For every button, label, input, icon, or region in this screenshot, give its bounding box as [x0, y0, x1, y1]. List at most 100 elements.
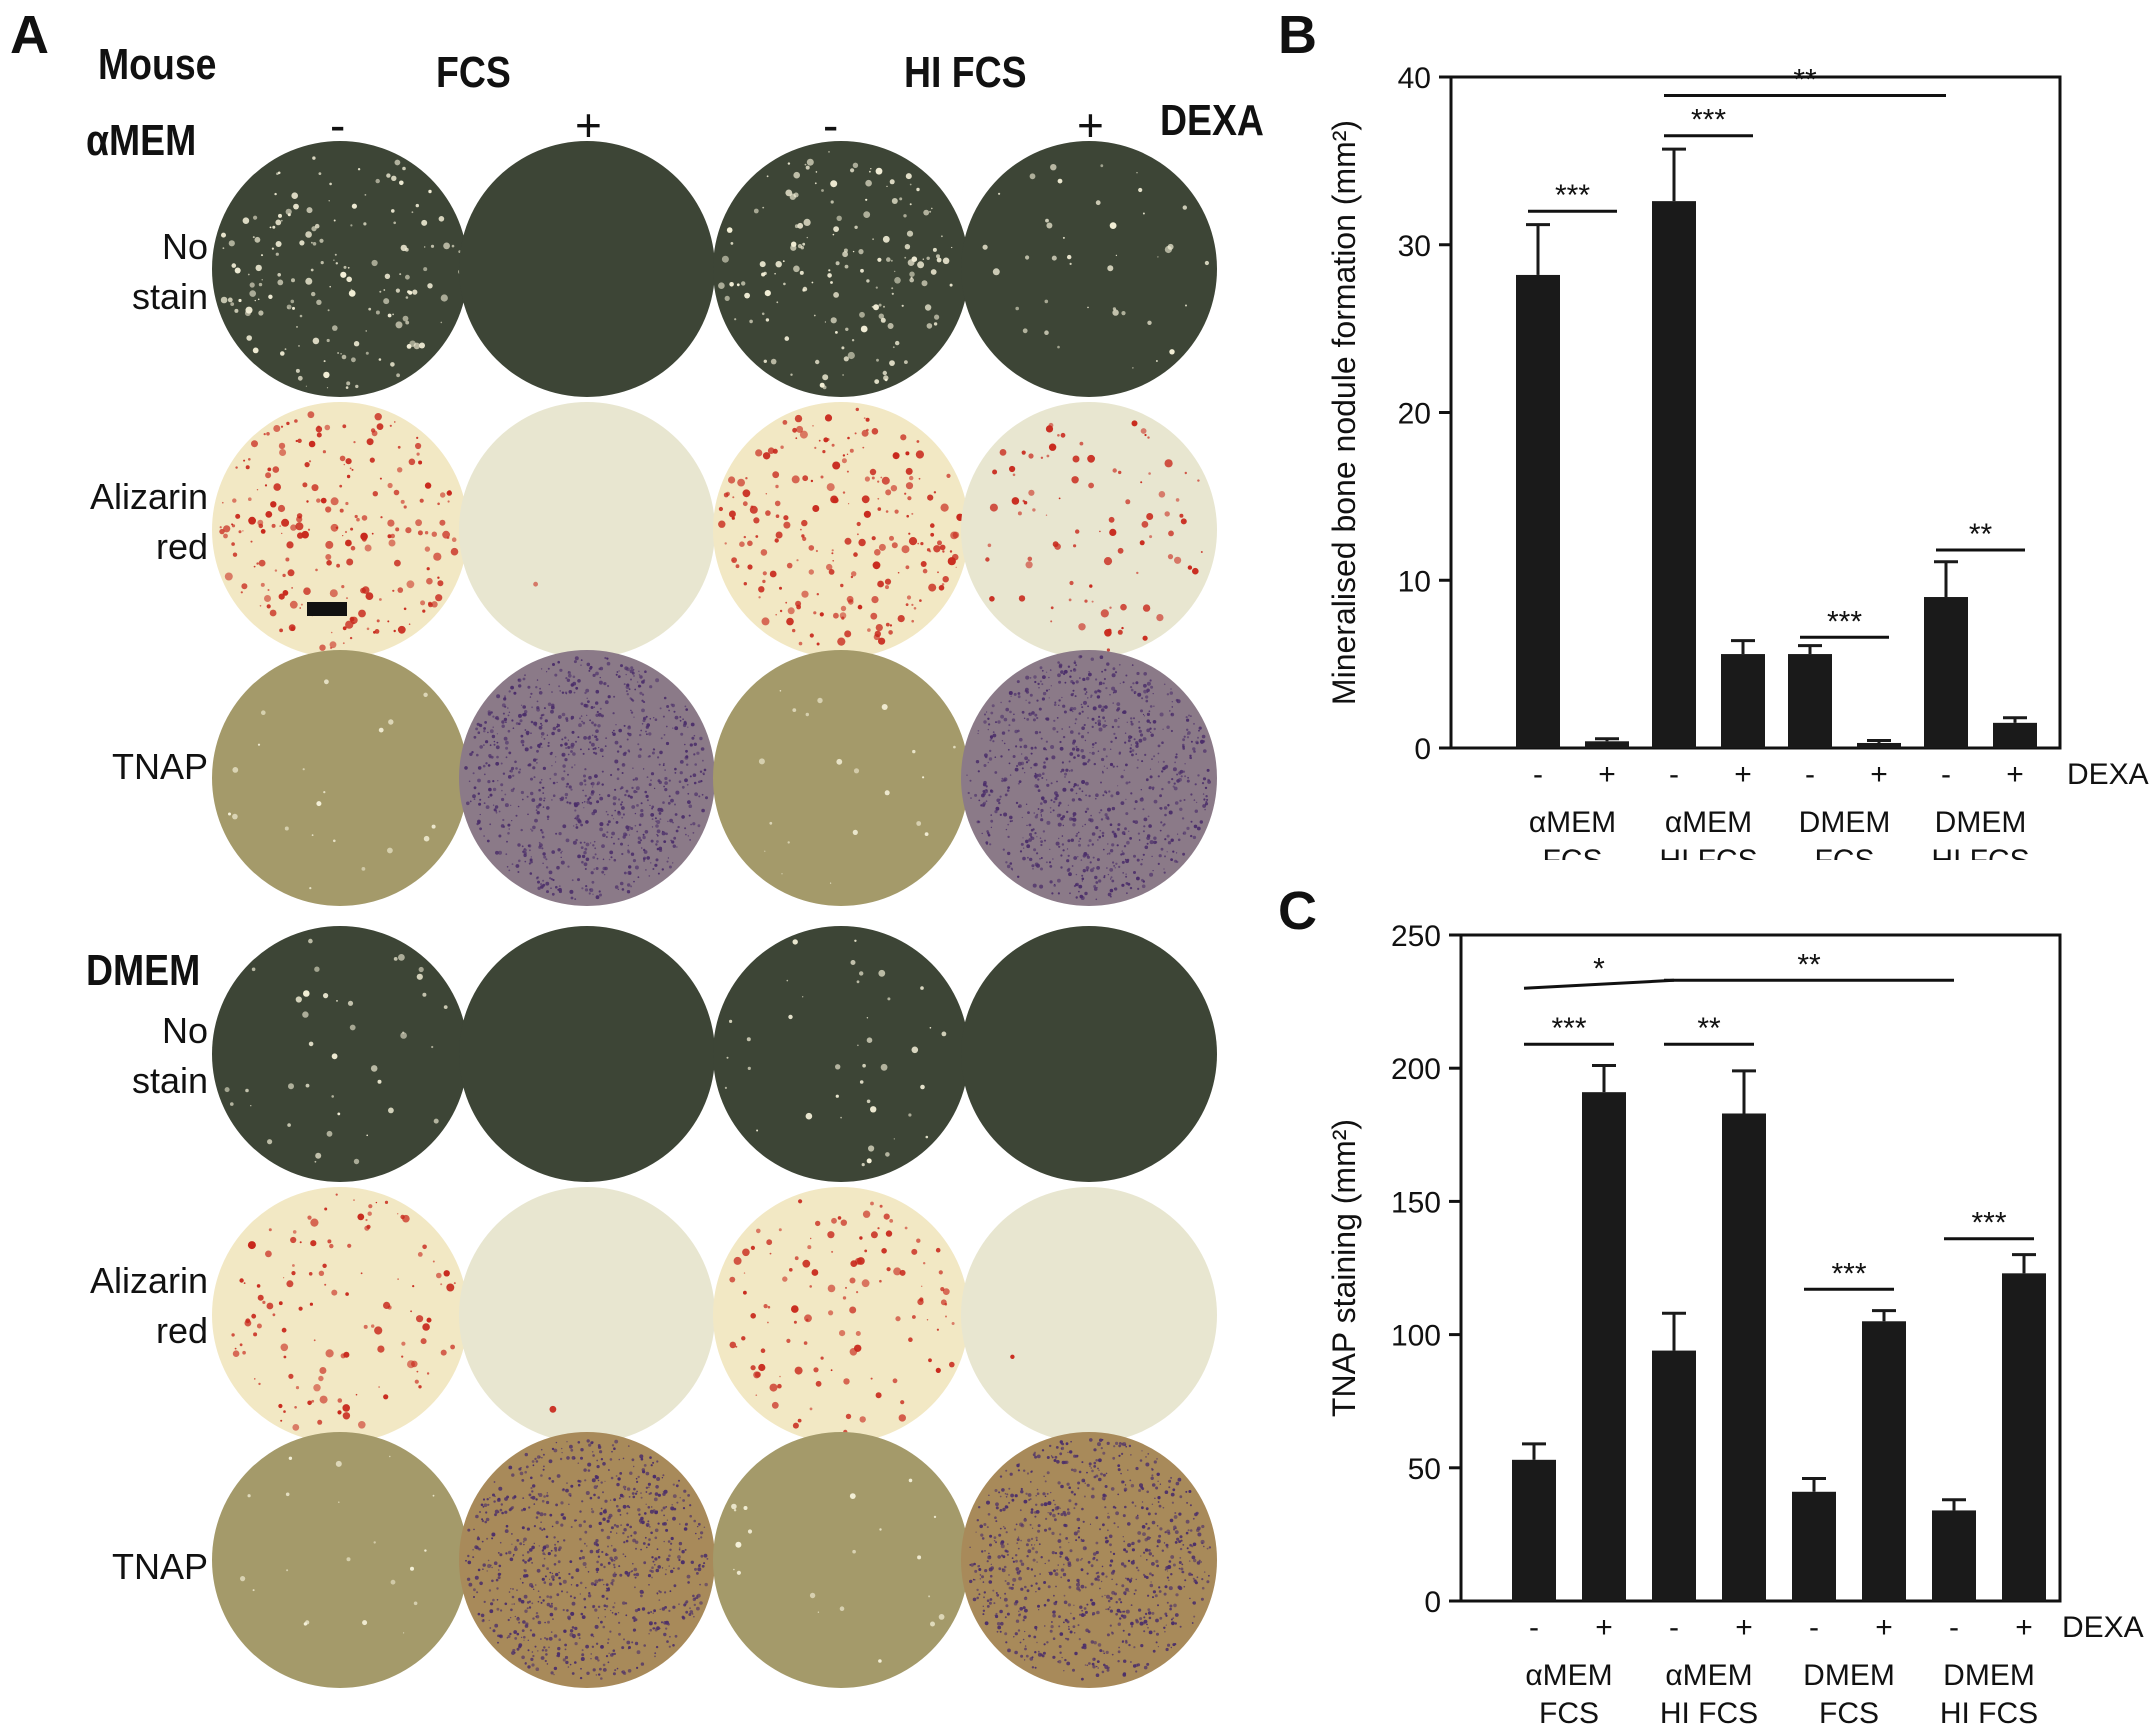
culture-well-amem-none-3	[713, 141, 969, 397]
culture-well-amem-tnap-3	[713, 650, 969, 906]
dexa-sign-label: -	[1533, 758, 1543, 791]
significance-label: **	[1697, 1012, 1721, 1045]
group-label: HI FCS	[1931, 844, 2029, 860]
group-label: FCS	[1815, 844, 1875, 860]
y-tick-label: 250	[1391, 920, 1441, 953]
culture-well-dmem-tnap-4	[961, 1432, 1217, 1688]
dexa-axis-label: DEXA	[2067, 758, 2149, 791]
group-label: FCS	[1543, 844, 1603, 860]
y-tick-label: 100	[1391, 1320, 1441, 1353]
group-label: HI FCS	[1660, 1697, 1758, 1724]
panel-b-letter: B	[1278, 5, 1317, 65]
group-label: αMEM	[1665, 806, 1752, 839]
culture-well-amem-tnap-1	[212, 650, 468, 906]
bar	[1721, 654, 1765, 748]
row-label-line: No	[161, 1010, 208, 1051]
row-label-line: red	[155, 1310, 208, 1351]
culture-well-dmem-alizarin-2	[459, 1187, 715, 1443]
culture-well-dmem-tnap-1	[212, 1432, 468, 1688]
significance-label: ***	[1691, 104, 1726, 137]
dexa-axis-label: DEXA	[2062, 1611, 2144, 1644]
group-label: αMEM	[1529, 806, 1616, 839]
row-label-dmem-nostain: No stain	[132, 1006, 208, 1106]
significance-label: ***	[1827, 605, 1862, 638]
bar	[1924, 597, 1968, 748]
species-label: Mouse	[98, 40, 217, 89]
bar	[1993, 722, 2037, 748]
medium-label-amem: αMEM	[86, 116, 197, 165]
group-label: αMEM	[1665, 1659, 1752, 1692]
bar	[1516, 274, 1560, 748]
chart-c-tnap-staining: 0 50 100 150 200 250 TNAP staining (mm²) - + αMEM…	[1326, 920, 2144, 1724]
y-tick-label: 10	[1398, 565, 1431, 598]
bar	[1788, 654, 1832, 748]
y-axis-label: TNAP staining (mm²)	[1326, 1119, 1362, 1417]
culture-well-dmem-alizarin-3	[713, 1187, 969, 1443]
culture-well-amem-none-2	[459, 141, 715, 397]
scale-bar	[307, 602, 347, 616]
culture-well-dmem-none-4	[961, 926, 1217, 1182]
culture-well-dmem-alizarin-4	[961, 1187, 1217, 1443]
row-label-dmem-alizarin: Alizarin red	[90, 1256, 208, 1356]
culture-well-amem-alizarin-2	[459, 402, 715, 658]
bar	[1792, 1491, 1836, 1601]
row-label-amem-tnap: TNAP	[112, 742, 208, 792]
culture-well-dmem-none-1	[212, 926, 468, 1182]
culture-well-amem-none-1	[212, 141, 468, 397]
y-tick-label: 0	[1414, 733, 1431, 766]
dexa-sign-label: +	[2015, 1611, 2033, 1644]
y-tick-label: 150	[1391, 1186, 1441, 1219]
panel-a-letter: A	[10, 5, 49, 65]
bar	[1512, 1459, 1556, 1601]
significance-bracket	[1523, 978, 1675, 990]
significance-label: ***	[1971, 1207, 2006, 1240]
dexa-sign-label: +	[1875, 1611, 1893, 1644]
serum-header-fcs: FCS	[436, 48, 511, 97]
y-tick-label: 50	[1408, 1453, 1441, 1486]
culture-well-dmem-none-2	[459, 926, 715, 1182]
group-label: FCS	[1819, 1697, 1879, 1724]
y-tick-label: 200	[1391, 1053, 1441, 1086]
chart-b-mineralised-nodules: 0 10 20 30 40 Mineralised bone nodule formati…	[1326, 62, 2149, 860]
row-label-amem-nostain: No stain	[132, 222, 208, 322]
group-label: HI FCS	[1659, 844, 1757, 860]
dexa-sign-label: -	[1529, 1611, 1539, 1644]
group-label: αMEM	[1525, 1659, 1612, 1692]
dexa-sign-label: +	[1598, 758, 1616, 791]
bar	[1857, 742, 1901, 748]
group-label: FCS	[1539, 1697, 1599, 1724]
culture-well-amem-tnap-2	[459, 650, 715, 906]
dexa-header: DEXA	[1160, 96, 1264, 145]
significance-label: **	[1797, 948, 1821, 981]
bar	[1862, 1321, 1906, 1601]
row-label-line: No	[161, 226, 208, 267]
row-label-line: Alizarin	[89, 1260, 208, 1301]
culture-well-dmem-none-3	[713, 926, 969, 1182]
culture-well-amem-none-4	[961, 141, 1217, 397]
group-label: DMEM	[1799, 806, 1891, 839]
y-axis-label: Mineralised bone nodule formation (mm²)	[1326, 120, 1362, 705]
culture-well-amem-alizarin-1	[212, 402, 468, 658]
dexa-sign-label: -	[1805, 758, 1815, 791]
bar	[1722, 1113, 1766, 1601]
bar	[2002, 1273, 2046, 1601]
culture-well-dmem-alizarin-1	[212, 1187, 468, 1443]
dexa-sign-label: +	[2006, 758, 2024, 791]
group-label: DMEM	[1943, 1659, 2035, 1692]
bar	[1582, 1092, 1626, 1601]
dexa-sign-label: -	[1669, 758, 1679, 791]
row-label-line: TNAP	[111, 1546, 208, 1587]
dexa-sign-3: -	[823, 99, 839, 151]
row-label-line: Alizarin	[89, 476, 208, 517]
dexa-sign-1: -	[330, 99, 346, 151]
significance-label: ***	[1551, 1012, 1586, 1045]
bar	[1652, 201, 1696, 748]
significance-label: ***	[1555, 179, 1590, 212]
culture-well-amem-alizarin-4	[961, 402, 1217, 658]
y-tick-label: 30	[1398, 230, 1431, 263]
medium-label-dmem: DMEM	[86, 946, 201, 995]
dexa-sign-label: -	[1949, 1611, 1959, 1644]
bar	[1932, 1510, 1976, 1601]
y-tick-label: 40	[1398, 62, 1431, 95]
culture-well-dmem-tnap-3	[713, 1432, 969, 1688]
